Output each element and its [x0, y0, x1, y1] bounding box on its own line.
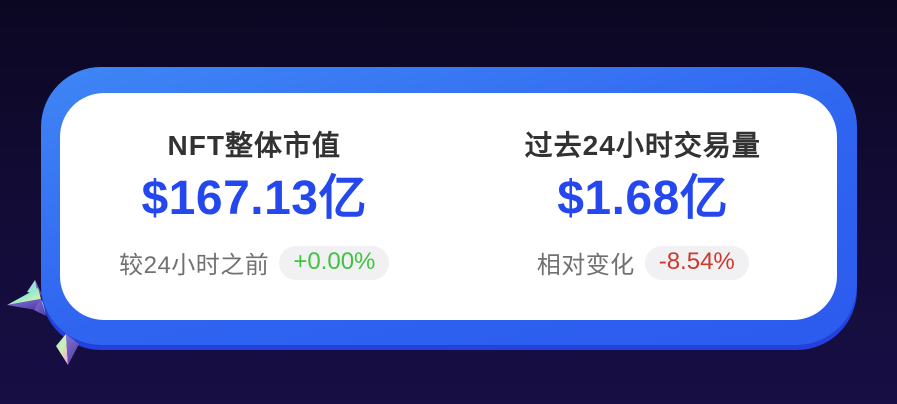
- crystal-down-icon: [56, 334, 79, 365]
- volume-title: 过去24小时交易量: [524, 130, 761, 161]
- market-cap-value: $167.13亿: [141, 172, 367, 226]
- volume-change-label: 相对变化: [536, 252, 635, 280]
- crystal-star-icon: [7, 280, 46, 316]
- market-cap-title: NFT整体市值: [167, 130, 341, 161]
- market-cap-change-label: 较24小时之前: [119, 252, 270, 280]
- volume-change-badge: -8.54%: [644, 246, 749, 280]
- volume-subrow: 相对变化 -8.54%: [537, 245, 749, 280]
- stats-card-frame: NFT整体市值 $167.13亿 较24小时之前 +0.00% 过去24小时交易…: [41, 67, 857, 345]
- stat-market-cap: NFT整体市值 $167.13亿 较24小时之前 +0.00%: [60, 93, 449, 320]
- stats-card: NFT整体市值 $167.13亿 较24小时之前 +0.00% 过去24小时交易…: [60, 93, 837, 320]
- stat-volume-24h: 过去24小时交易量 $1.68亿 相对变化 -8.54%: [449, 93, 838, 320]
- volume-value: $1.68亿: [557, 172, 729, 226]
- market-cap-change-badge: +0.00%: [279, 246, 390, 280]
- market-cap-subrow: 较24小时之前 +0.00%: [119, 245, 390, 280]
